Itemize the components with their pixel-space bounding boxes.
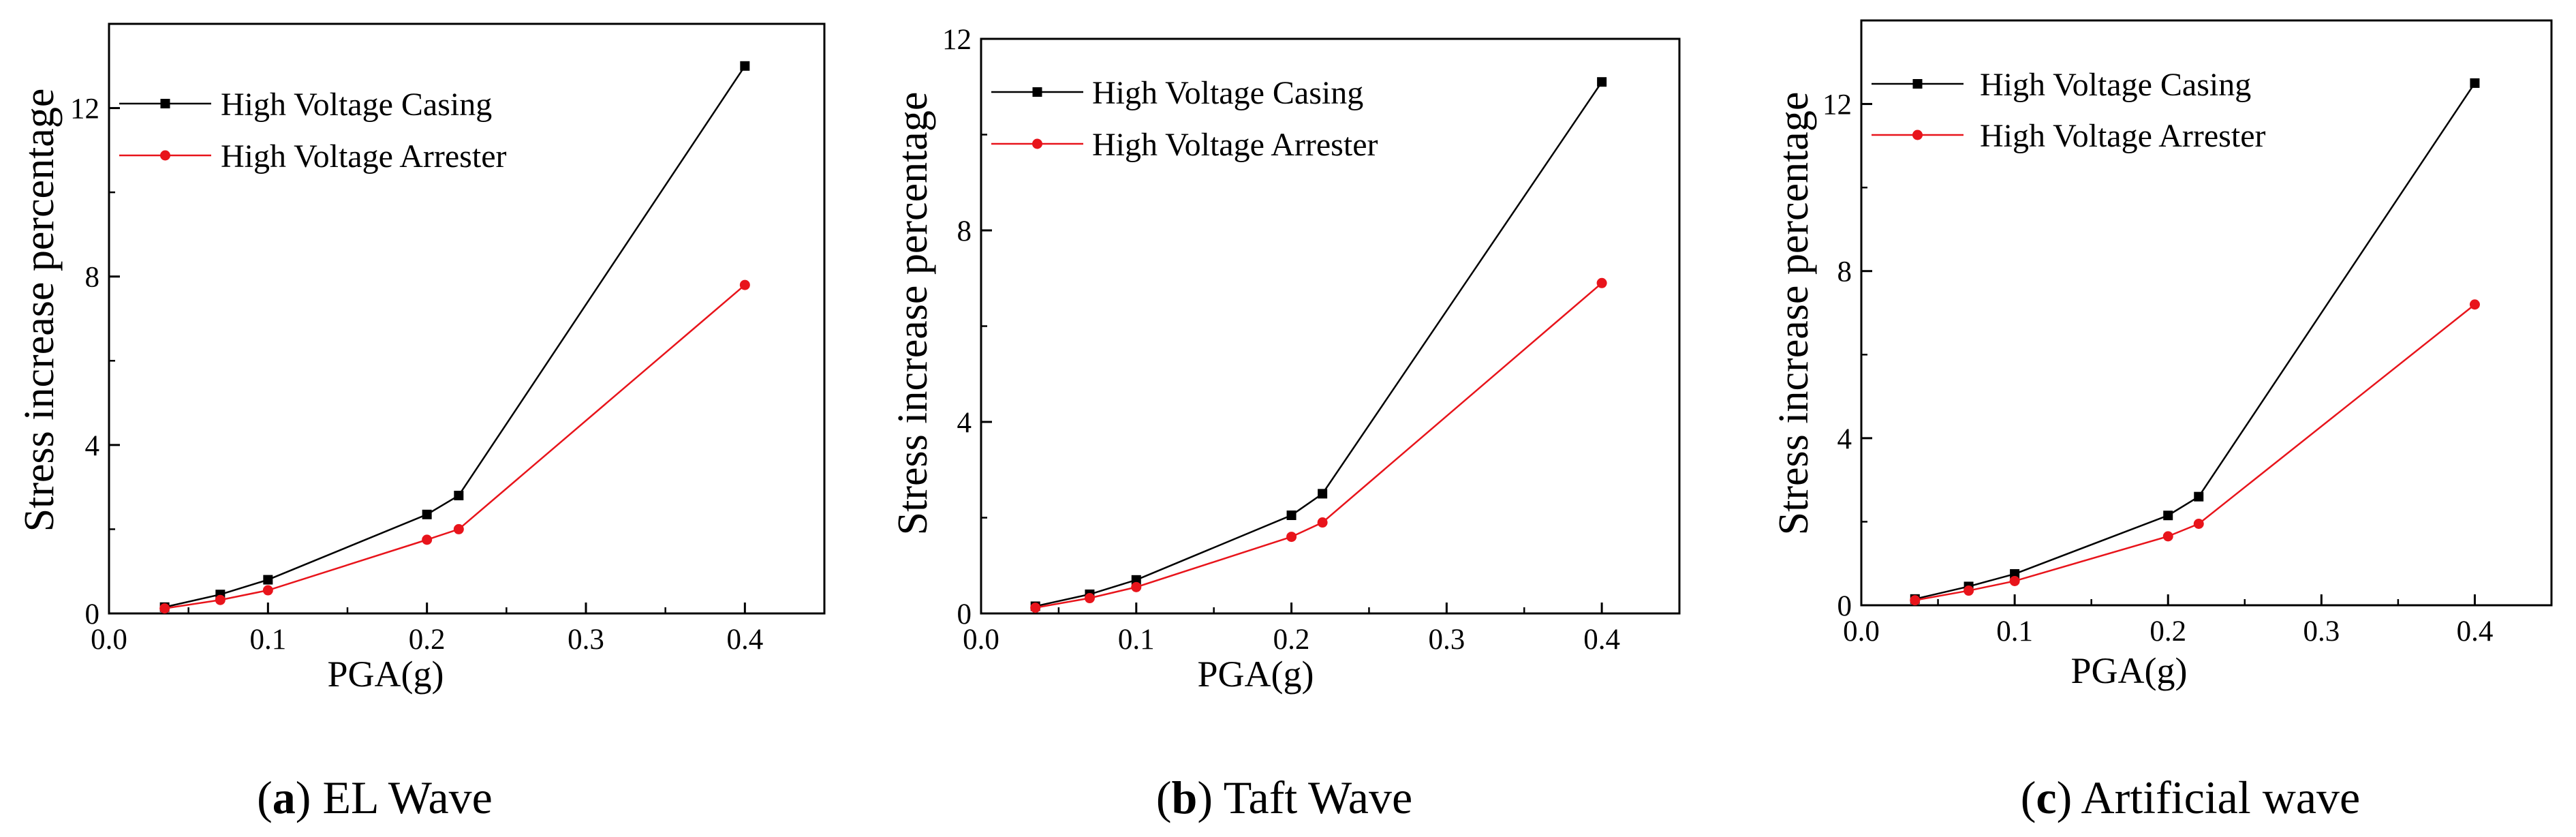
y-axis-label: Stress increase percentage: [16, 89, 63, 532]
chart-panel-artificial-wave: 0.0 0.1 0.2 0.3 0.4 0 4 8 12 Stress increase per…: [1771, 19, 2553, 823]
data-point: [454, 491, 464, 500]
caption-letter: b: [1172, 772, 1198, 823]
y-tick-label: 0: [1837, 590, 1852, 622]
legend-swatch-marker: [1032, 138, 1042, 149]
x-tick-label: 0.4: [726, 624, 763, 656]
data-point: [1084, 593, 1095, 604]
chart-panel-taft-wave: 0.0 0.1 0.2 0.3 0.4 0 4 8 12 Stress increase per…: [890, 24, 1681, 823]
y-tick-label: 8: [957, 215, 972, 247]
legend-swatch-marker: [1032, 87, 1042, 97]
plot-frame: [980, 37, 1681, 615]
series-line-2: [1914, 303, 2476, 601]
x-tick-label: 0.4: [2457, 615, 2494, 648]
caption: (b) Taft Wave: [1156, 772, 1412, 823]
legend-label-series-2: High Voltage Arrester: [1092, 127, 1378, 163]
x-tick-label: 0.1: [1996, 615, 2033, 648]
x-tick-label: 0.3: [2303, 615, 2340, 648]
legend-label-series-1: High Voltage Casing: [1980, 67, 2251, 103]
data-point: [740, 61, 750, 71]
data-point: [2194, 491, 2204, 502]
data-point: [2469, 299, 2480, 310]
data-point: [1131, 575, 1141, 585]
data-point: [739, 279, 750, 290]
legend-label-series-1: High Voltage Casing: [221, 87, 492, 123]
y-tick-label: 8: [85, 262, 100, 294]
legend-label-series-2: High Voltage Arrester: [1980, 118, 2266, 154]
caption-text: Taft Wave: [1224, 772, 1412, 823]
x-axis-label: PGA(g): [1198, 654, 1314, 695]
x-tick-label: 0.1: [1118, 624, 1155, 656]
y-tick-label: 4: [1837, 423, 1852, 455]
chart-panel-el-wave: 0.0 0.1 0.2 0.3 0.4 0 4 8 12 Stress increase per…: [16, 22, 826, 823]
y-tick-label: 4: [957, 407, 972, 439]
caption-letter: c: [2036, 772, 2056, 823]
data-point: [2162, 531, 2173, 542]
legend-swatch-marker: [1912, 130, 1923, 140]
data-point: [1131, 581, 1142, 592]
data-point: [215, 594, 226, 605]
series-line-2: [1035, 282, 1602, 609]
series-line-1: [164, 65, 746, 608]
x-tick-label: 0.2: [2150, 615, 2186, 648]
y-tick-label: 0: [957, 598, 972, 630]
data-point: [262, 585, 273, 596]
legend-swatch-marker: [1912, 79, 1923, 89]
data-point: [1596, 277, 1607, 288]
y-tick-label: 12: [942, 24, 972, 56]
y-tick-label: 12: [70, 93, 99, 125]
x-tick-label: 0.2: [409, 624, 446, 656]
data-point: [2010, 569, 2020, 579]
data-point: [1964, 585, 1974, 596]
y-tick-label: 8: [1837, 256, 1852, 288]
data-point: [1910, 595, 1921, 606]
legend-swatch-marker: [160, 150, 170, 161]
data-point: [422, 509, 432, 519]
y-tick-label: 0: [85, 598, 100, 630]
caption: (c) Artificial wave: [2021, 772, 2360, 823]
data-point: [1286, 510, 1297, 520]
x-axis-label: PGA(g): [2071, 650, 2188, 691]
x-tick-label: 0.2: [1273, 624, 1310, 656]
data-point: [1597, 77, 1607, 87]
data-point: [2009, 575, 2020, 586]
plot-frame: [1860, 19, 2553, 607]
x-axis-label: PGA(g): [328, 654, 444, 695]
legend-label-series-1: High Voltage Casing: [1092, 75, 1363, 111]
y-axis-label: Stress increase percentage: [1771, 92, 1817, 536]
caption: (a) EL Wave: [257, 772, 493, 823]
data-point: [2470, 78, 2480, 88]
x-tick-label: 0.0: [963, 624, 999, 656]
data-point: [1317, 517, 1328, 528]
x-tick-label: 0.3: [1428, 624, 1465, 656]
plot-frame: [108, 22, 826, 615]
series-line-2: [164, 284, 746, 609]
caption-letter: a: [273, 772, 296, 823]
caption-text: EL Wave: [322, 772, 492, 823]
data-point: [263, 575, 273, 585]
series-line-1: [1035, 81, 1603, 607]
data-point: [1318, 489, 1328, 499]
legend-label-series-2: High Voltage Arrester: [221, 138, 507, 174]
y-axis-label: Stress increase percentage: [890, 92, 936, 536]
x-tick-label: 0.1: [249, 624, 286, 656]
data-point: [159, 603, 170, 614]
data-point: [453, 523, 464, 534]
legend-swatch-marker: [160, 99, 170, 108]
y-tick-label: 12: [1822, 89, 1852, 121]
series-line-1: [1914, 82, 2476, 600]
data-point: [422, 534, 433, 545]
caption-text: Artificial wave: [2081, 772, 2361, 823]
data-point: [1030, 603, 1041, 613]
x-tick-label: 0.0: [91, 624, 127, 656]
x-tick-label: 0.3: [568, 624, 604, 656]
data-point: [2193, 518, 2204, 529]
y-tick-label: 4: [85, 430, 100, 462]
x-tick-label: 0.0: [1843, 615, 1880, 648]
data-point: [1286, 532, 1297, 543]
data-point: [2163, 511, 2173, 521]
x-tick-label: 0.4: [1583, 624, 1620, 656]
